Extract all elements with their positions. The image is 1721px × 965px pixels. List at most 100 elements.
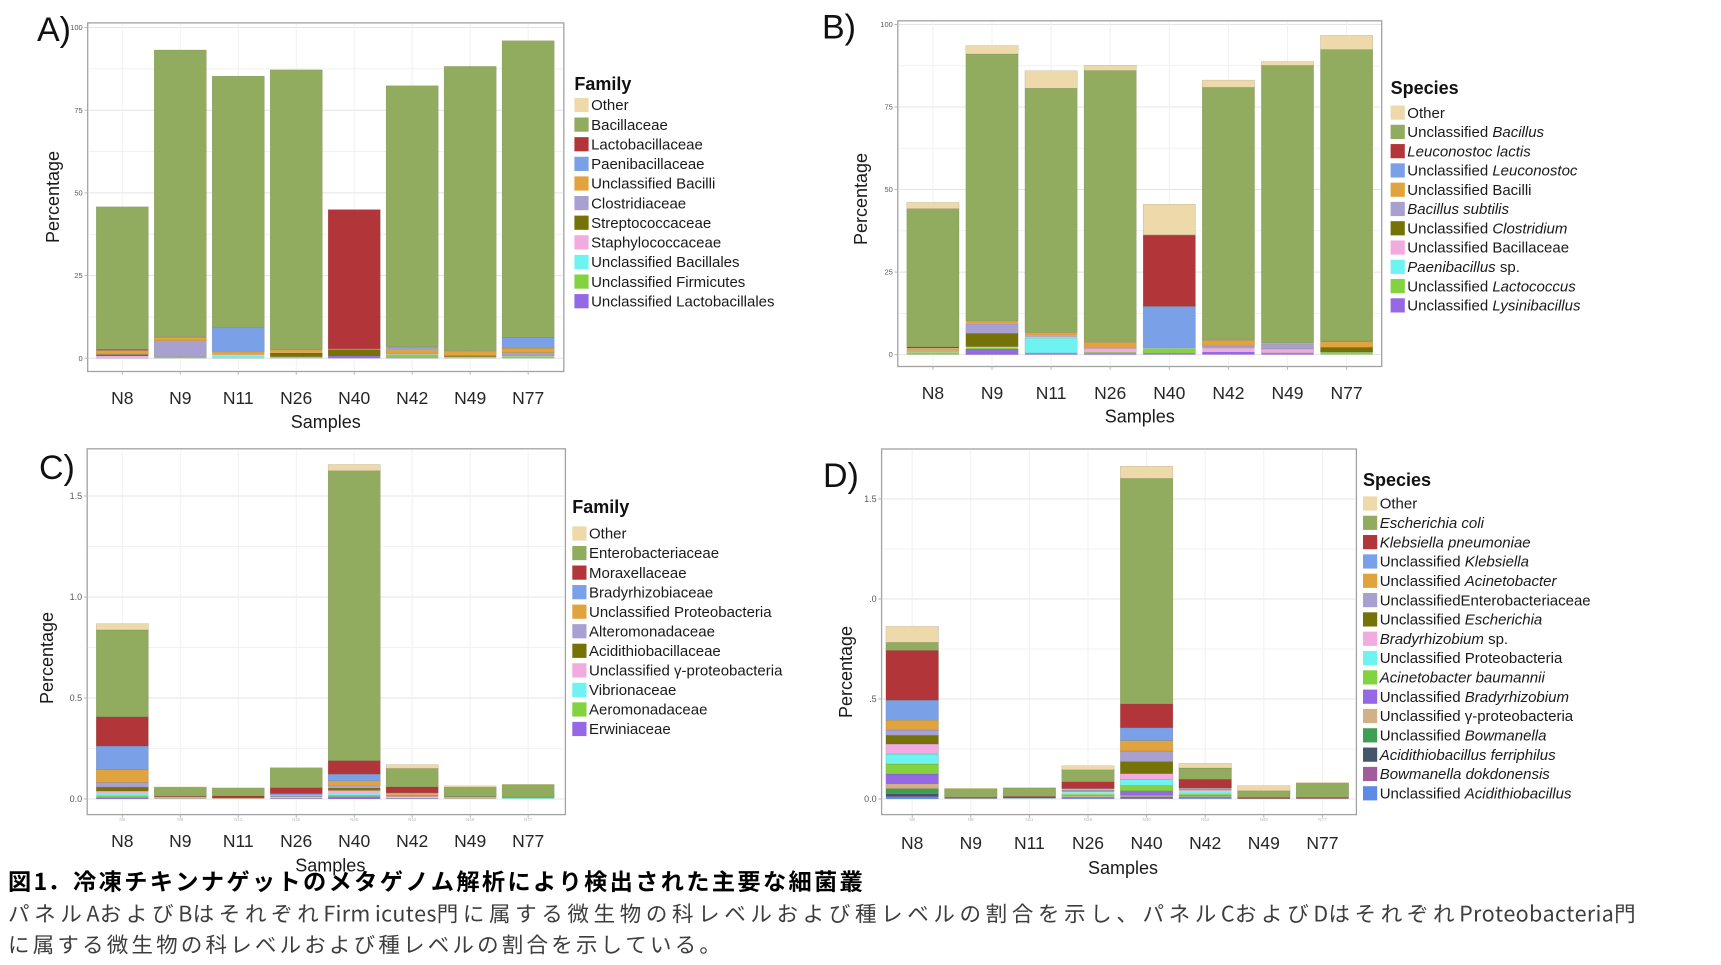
svg-text:Bradyrhizobiaceae: Bradyrhizobiaceae [589, 584, 713, 601]
svg-text:N26: N26 [1094, 383, 1126, 403]
svg-text:N8: N8 [111, 831, 133, 851]
svg-text:Aeromonadaceae: Aeromonadaceae [589, 702, 707, 719]
svg-text:Klebsiella pneumoniae: Klebsiella pneumoniae [1380, 534, 1531, 551]
svg-text:Samples: Samples [291, 412, 361, 432]
svg-text:50: 50 [884, 185, 892, 194]
svg-text:Escherichia coli: Escherichia coli [1380, 515, 1485, 532]
svg-text:N40: N40 [1153, 383, 1185, 403]
svg-text:Percentage: Percentage [836, 626, 856, 718]
svg-text:Percentage: Percentage [37, 612, 57, 704]
svg-text:Percentage: Percentage [851, 153, 871, 245]
svg-text:N8: N8 [111, 388, 133, 408]
svg-text:Samples: Samples [1105, 407, 1175, 427]
svg-text:Erwiniaceae: Erwiniaceae [589, 721, 671, 738]
svg-text:Unclassified Bradyrhizobium: Unclassified Bradyrhizobium [1380, 689, 1569, 706]
svg-text:Unclassified Proteobacteria: Unclassified Proteobacteria [589, 604, 772, 621]
svg-text:Acinetobacter baumannii: Acinetobacter baumannii [1379, 670, 1546, 687]
svg-text:N9: N9 [981, 383, 1003, 403]
svg-text:Species: Species [1391, 78, 1459, 98]
svg-text:N49: N49 [454, 831, 486, 851]
svg-text:N42: N42 [408, 817, 417, 822]
svg-text:N42: N42 [1212, 383, 1244, 403]
svg-text:1.5: 1.5 [70, 491, 83, 501]
svg-text:Unclassified Bowmanella: Unclassified Bowmanella [1380, 728, 1547, 745]
svg-text:Unclassified Proteobacteria: Unclassified Proteobacteria [1380, 650, 1563, 667]
svg-text:Acidithiobacillaceae: Acidithiobacillaceae [589, 643, 721, 660]
svg-text:25: 25 [884, 268, 892, 277]
svg-text:Unclassified Lactococcus: Unclassified Lactococcus [1407, 278, 1576, 295]
svg-text:Unclassified Bacilli: Unclassified Bacilli [591, 176, 715, 193]
svg-text:N77: N77 [512, 831, 544, 851]
svg-text:N9: N9 [169, 388, 191, 408]
svg-text:Unclassified Bacillales: Unclassified Bacillales [591, 254, 739, 271]
svg-text:N42: N42 [396, 831, 428, 851]
svg-text:Leuconostoc lactis: Leuconostoc lactis [1407, 143, 1531, 160]
svg-text:Samples: Samples [1088, 858, 1158, 878]
svg-text:Streptococcaceae: Streptococcaceae [591, 215, 711, 232]
svg-text:N9: N9 [968, 817, 974, 822]
svg-text:N49: N49 [454, 388, 486, 408]
svg-text:N42: N42 [1201, 817, 1210, 822]
svg-text:N9: N9 [960, 833, 982, 853]
svg-text:.5: .5 [869, 694, 877, 704]
svg-text:N40: N40 [1131, 833, 1163, 853]
svg-text:N49: N49 [466, 817, 475, 822]
svg-text:B): B) [822, 9, 856, 47]
svg-text:25: 25 [74, 271, 82, 280]
svg-text:Clostridiaceae: Clostridiaceae [591, 195, 686, 212]
svg-text:Family: Family [572, 497, 629, 517]
svg-text:.0: .0 [869, 594, 877, 604]
svg-text:N11: N11 [1025, 817, 1033, 822]
svg-text:Paenibacillaceae: Paenibacillaceae [591, 156, 704, 173]
svg-text:Other: Other [591, 97, 629, 114]
svg-text:N11: N11 [223, 831, 254, 851]
svg-text:Vibrionaceae: Vibrionaceae [589, 682, 676, 699]
svg-text:Unclassified Acidithiobacillus: Unclassified Acidithiobacillus [1380, 785, 1572, 802]
svg-text:Unclassified Klebsiella: Unclassified Klebsiella [1380, 554, 1529, 571]
svg-text:Acidithiobacillus ferriphilus: Acidithiobacillus ferriphilus [1379, 747, 1556, 764]
svg-text:0.0: 0.0 [864, 794, 877, 804]
svg-text:N77: N77 [524, 817, 533, 822]
svg-text:0.0: 0.0 [70, 794, 83, 804]
svg-text:N77: N77 [512, 388, 544, 408]
svg-text:N42: N42 [396, 388, 428, 408]
svg-text:N49: N49 [1248, 833, 1280, 853]
svg-text:Other: Other [1407, 105, 1445, 122]
svg-text:N11: N11 [1014, 833, 1045, 853]
svg-text:Other: Other [589, 526, 627, 543]
svg-text:N11: N11 [234, 817, 242, 822]
svg-text:Lactobacillaceae: Lactobacillaceae [591, 136, 703, 153]
svg-text:N26: N26 [292, 817, 301, 822]
svg-text:N8: N8 [909, 817, 915, 822]
svg-text:N77: N77 [1306, 833, 1338, 853]
svg-text:A): A) [37, 11, 71, 49]
svg-text:Family: Family [574, 74, 631, 94]
svg-text:Unclassified γ-proteobacteria: Unclassified γ-proteobacteria [1380, 708, 1574, 725]
svg-text:N8: N8 [922, 383, 944, 403]
svg-text:0.5: 0.5 [70, 693, 83, 703]
svg-text:N11: N11 [223, 388, 254, 408]
svg-text:N8: N8 [119, 817, 125, 822]
svg-text:75: 75 [884, 103, 892, 112]
svg-text:Bacillus subtilis: Bacillus subtilis [1407, 201, 1509, 218]
svg-text:Unclassified γ-proteobacteria: Unclassified γ-proteobacteria [589, 663, 783, 680]
svg-text:N40: N40 [338, 831, 370, 851]
svg-text:Samples: Samples [295, 856, 365, 876]
svg-text:Bowmanella dokdonensis: Bowmanella dokdonensis [1380, 766, 1551, 783]
svg-text:100: 100 [70, 23, 83, 32]
svg-text:N77: N77 [1331, 383, 1363, 403]
svg-text:Bradyrhizobium sp.: Bradyrhizobium sp. [1380, 631, 1508, 648]
svg-text:N11: N11 [1036, 383, 1067, 403]
svg-text:Unclassified Bacillus: Unclassified Bacillus [1407, 124, 1544, 141]
svg-text:0: 0 [889, 350, 893, 359]
svg-text:1.0: 1.0 [70, 592, 83, 602]
svg-text:N40: N40 [338, 388, 370, 408]
svg-text:Percentage: Percentage [43, 151, 63, 243]
svg-text:75: 75 [74, 106, 82, 115]
svg-text:100: 100 [880, 20, 893, 29]
svg-text:N40: N40 [350, 817, 359, 822]
svg-text:Staphylococcaceae: Staphylococcaceae [591, 235, 721, 252]
svg-text:Paenibacillus sp.: Paenibacillus sp. [1407, 259, 1520, 276]
svg-text:N26: N26 [280, 831, 312, 851]
svg-text:Unclassified Lactobacillales: Unclassified Lactobacillales [591, 293, 774, 310]
